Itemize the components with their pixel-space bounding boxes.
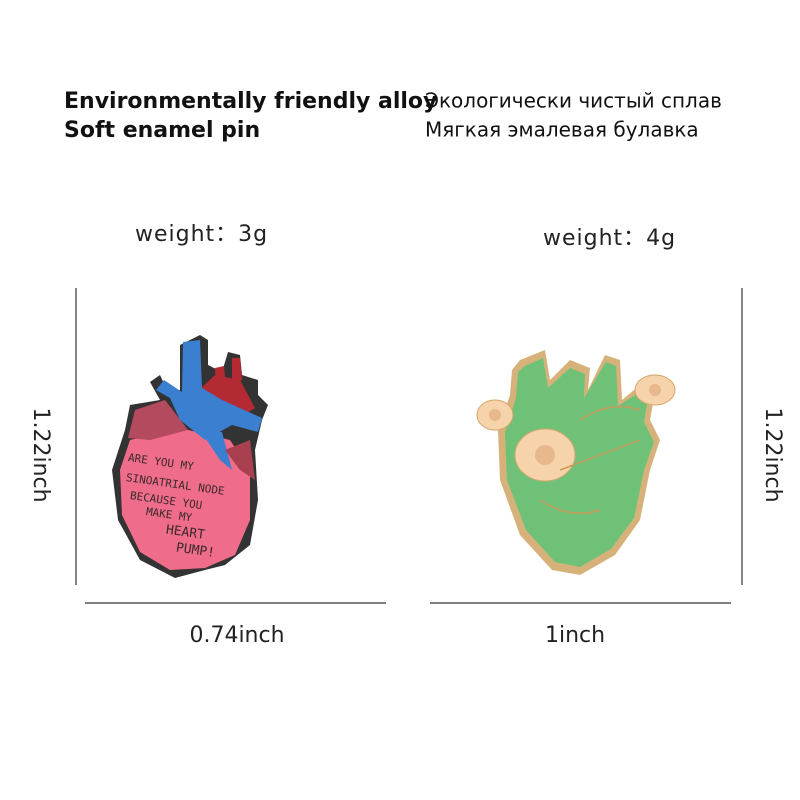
heading-line: Мягкая эмалевая булавка — [425, 118, 699, 142]
heading-line: Environmentally friendly alloy — [64, 89, 437, 114]
width-label: 1inch — [545, 623, 605, 648]
height-label: 1.22inch — [28, 407, 53, 502]
pin-text: PUMP! — [175, 541, 216, 561]
weight-label: weight：4g — [543, 226, 676, 251]
heading-line: Экологически чистый сплав — [425, 89, 722, 113]
cactus-pin — [476, 350, 676, 575]
weight-label: weight：3g — [135, 222, 268, 247]
pin-text: MAKE MY — [145, 505, 193, 524]
heart-pin: ARE YOU MY SINOATRIAL NODE BECAUSE YOU M… — [112, 335, 268, 578]
pin-text: HEART — [165, 523, 206, 543]
heading-line: Soft enamel pin — [64, 118, 260, 143]
width-label: 0.74inch — [189, 623, 284, 648]
height-label: 1.22inch — [760, 407, 785, 502]
